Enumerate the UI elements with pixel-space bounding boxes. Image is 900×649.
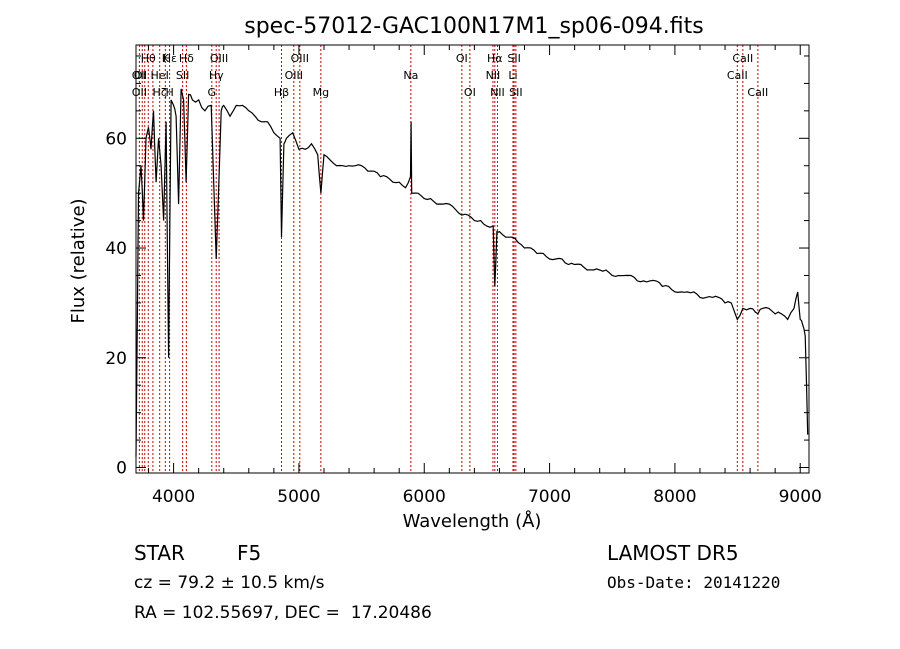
x-tick-label: 6000 (403, 487, 446, 507)
x-tick-label: 5000 (277, 487, 320, 507)
x-tick-label: 9000 (779, 487, 822, 507)
line-label: Na (403, 69, 418, 82)
x-tick-label: 8000 (653, 487, 696, 507)
line-label: OIII (210, 52, 228, 65)
line-label: CaII (732, 52, 753, 65)
line-label: Hγ (209, 69, 224, 82)
line-label: CaII (747, 86, 768, 99)
x-tick-label: 4000 (152, 487, 195, 507)
line-label: Hβ (274, 86, 289, 99)
line-label: G (208, 86, 217, 99)
plot-frame (135, 44, 810, 474)
line-label: OIII (291, 52, 309, 65)
line-label: OI (134, 69, 146, 82)
y-tick-label: 60 (105, 129, 127, 149)
observation-date: Obs-Date: 20141220 (607, 573, 781, 592)
line-label: Hε (163, 52, 177, 65)
chart-title: spec-57012-GAC100N17M1_sp06-094.fits (244, 14, 704, 39)
line-label: OII (132, 86, 147, 99)
line-label: Hδ (179, 52, 194, 65)
spectrum-line (135, 88, 809, 457)
line-label: Hθ (141, 52, 156, 65)
line-label: OIII (285, 69, 303, 82)
object-class: STAR (134, 541, 185, 565)
line-label: Hα (487, 52, 503, 65)
x-tick-label: 7000 (528, 487, 571, 507)
line-label: SII (176, 69, 189, 82)
x-axis-ticks: 4000 5000 6000 7000 8000 9000 (148, 45, 822, 507)
x-axis-label: Wavelength (Å) (403, 510, 542, 532)
line-label: K (162, 52, 170, 65)
survey-label: LAMOST DR5 (607, 541, 739, 565)
line-label: OI (456, 52, 468, 65)
y-axis-label: Flux (relative) (68, 198, 89, 323)
line-label: Li (508, 69, 517, 82)
line-label: OI (464, 86, 476, 99)
y-tick-label: 20 (105, 349, 127, 369)
y-tick-label: 40 (105, 239, 127, 259)
line-label: HeI (151, 69, 169, 82)
line-markers (138, 45, 759, 473)
object-subclass: F5 (237, 541, 262, 565)
y-axis-ticks: 0 20 40 60 (105, 55, 809, 479)
y-tick-label: 0 (116, 459, 127, 479)
line-label: Mg (313, 86, 329, 99)
line-label: NII (486, 69, 501, 82)
line-label: NII (490, 86, 505, 99)
coordinates: RA = 102.55697, DEC = 17.20486 (134, 603, 432, 623)
line-label: SII (509, 86, 522, 99)
redshift-velocity: cz = 79.2 ± 10.5 km/s (134, 573, 325, 593)
line-label: H (165, 86, 173, 99)
line-label: SII (507, 52, 520, 65)
line-label: Hζ (153, 86, 167, 99)
line-label: CaII (727, 69, 748, 82)
